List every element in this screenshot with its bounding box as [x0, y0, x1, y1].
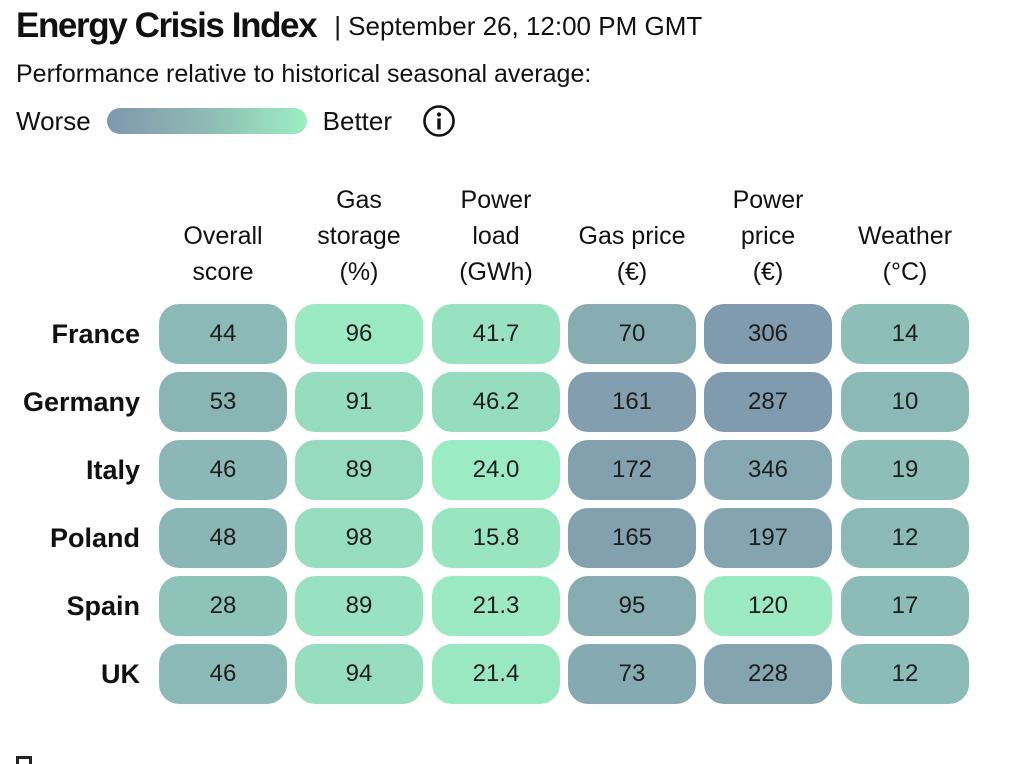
column-header: Gas price (€) [568, 180, 696, 290]
value-cell: 172 [568, 440, 696, 500]
value-cell: 17 [841, 576, 969, 636]
row-label: Spain [66, 591, 140, 621]
column-header-label: Power load (GWh) [459, 186, 533, 286]
column-header: Overall score [159, 180, 287, 290]
color-legend: Worse Better [16, 103, 456, 139]
value-cell: 12 [841, 644, 969, 704]
value-cell: 28 [159, 576, 287, 636]
value-cell: 12 [841, 508, 969, 568]
value-cell: 89 [295, 576, 423, 636]
row-label: Germany [22, 387, 140, 417]
column-header: Power price (€) [704, 180, 832, 290]
column-header-label: Overall score [183, 222, 263, 286]
column-header-label: Gas storage (%) [317, 186, 401, 286]
value-cell: 96 [295, 304, 423, 364]
value-cell: 46 [159, 440, 287, 500]
column-header-label: Weather (°C) [857, 222, 953, 286]
value-cell: 120 [704, 576, 832, 636]
value-cell: 24.0 [432, 440, 560, 500]
column-header: Weather (°C) [841, 180, 969, 290]
value-cell: 46.2 [432, 372, 560, 432]
value-cell: 41.7 [432, 304, 560, 364]
value-cell: 346 [704, 440, 832, 500]
value-cell: 44 [159, 304, 287, 364]
value-cell: 98 [295, 508, 423, 568]
value-cell: 89 [295, 440, 423, 500]
table-row: Italy 46 89 24.0 172 346 19 [0, 440, 1010, 508]
value-cell: 228 [704, 644, 832, 704]
value-cell: 165 [568, 508, 696, 568]
footer-fragment [16, 756, 32, 764]
value-cell: 21.3 [432, 576, 560, 636]
table-row: UK 46 94 21.4 73 228 12 [0, 644, 1010, 712]
value-cell: 197 [704, 508, 832, 568]
column-header: Power load (GWh) [432, 180, 560, 290]
value-cell: 19 [841, 440, 969, 500]
row-label: France [51, 319, 140, 349]
page-title: Energy Crisis Index [16, 6, 318, 45]
column-header-label: Gas price (€) [578, 222, 686, 286]
legend-better-label: Better [322, 105, 393, 136]
column-header-label: Power price (€) [732, 186, 804, 286]
value-cell: 15.8 [432, 508, 560, 568]
subtitle: Performance relative to historical seaso… [16, 60, 592, 88]
value-cell: 287 [704, 372, 832, 432]
value-cell: 53 [159, 372, 287, 432]
table-row: France 44 96 41.7 70 306 14 [0, 304, 1010, 372]
column-header: Gas storage (%) [295, 180, 423, 290]
value-cell: 70 [568, 304, 696, 364]
table-row: Germany 53 91 46.2 161 287 10 [0, 372, 1010, 440]
row-label: Italy [85, 455, 140, 485]
table-row: Spain 28 89 21.3 95 120 17 [0, 576, 1010, 644]
legend-worse-label: Worse [16, 105, 91, 136]
table-row: Poland 48 98 15.8 165 197 12 [0, 508, 1010, 576]
value-cell: 73 [568, 644, 696, 704]
value-cell: 10 [841, 372, 969, 432]
value-cell: 21.4 [432, 644, 560, 704]
timestamp: | September 26, 12:00 PM GMT [334, 10, 703, 41]
legend-gradient-bar [106, 108, 307, 134]
row-label: Poland [49, 523, 140, 553]
info-icon[interactable] [422, 104, 456, 138]
value-cell: 91 [295, 372, 423, 432]
header: Energy Crisis Index | September 26, 12:0… [16, 4, 702, 48]
value-cell: 95 [568, 576, 696, 636]
column-headers: Overall score Gas storage (%) Power load (… [0, 180, 1010, 290]
value-cell: 94 [295, 644, 423, 704]
value-cell: 48 [159, 508, 287, 568]
value-cell: 306 [704, 304, 832, 364]
value-cell: 14 [841, 304, 969, 364]
score-table: Overall score Gas storage (%) Power load (… [0, 180, 1010, 712]
row-label: UK [101, 659, 140, 689]
value-cell: 161 [568, 372, 696, 432]
value-cell: 46 [159, 644, 287, 704]
